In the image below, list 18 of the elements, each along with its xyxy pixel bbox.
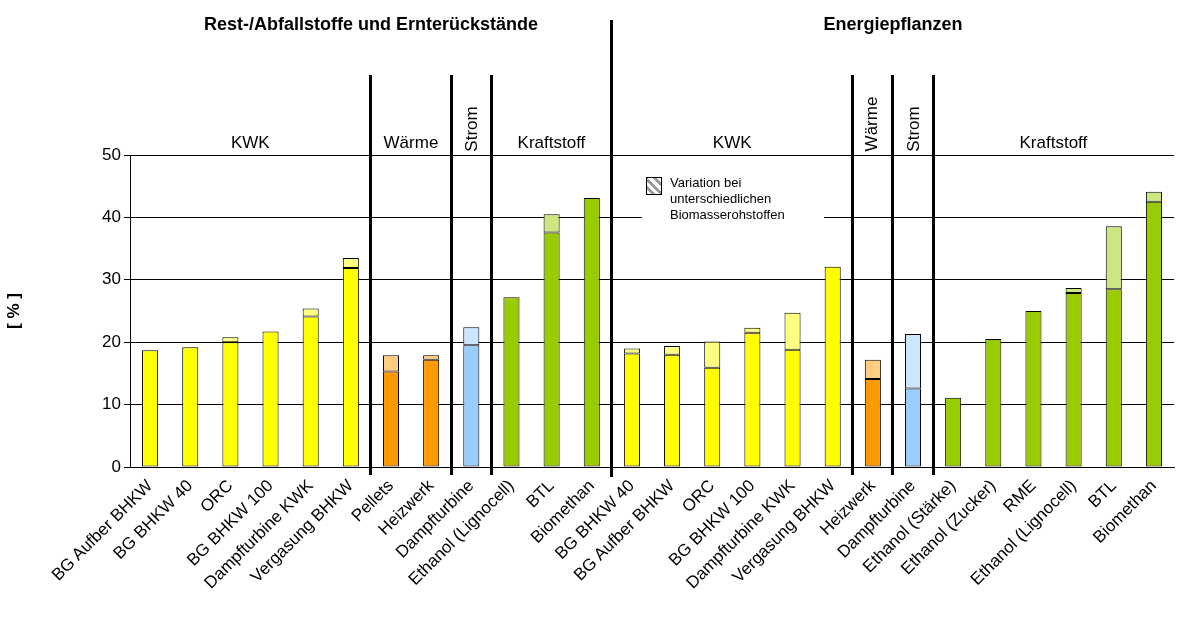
text: Kraftstoff bbox=[517, 133, 586, 153]
text: Energiepflanzen bbox=[823, 14, 963, 35]
text: KWK bbox=[712, 133, 752, 153]
y-tick-label: 0 bbox=[111, 456, 121, 476]
text: Strom bbox=[461, 105, 482, 152]
y-axis-title: [ % ] bbox=[3, 293, 23, 329]
y-tick-label: 10 bbox=[102, 394, 121, 414]
text: Rest-/Abfallstoffe und Ernterückstände bbox=[203, 14, 538, 35]
text: Kraftstoff bbox=[1019, 133, 1088, 153]
y-tick-label: 20 bbox=[102, 331, 121, 351]
y-tick-label: 40 bbox=[102, 207, 121, 227]
y-tick-label: 50 bbox=[102, 144, 121, 164]
text: Strom bbox=[903, 105, 924, 152]
text: Wärme bbox=[862, 96, 883, 151]
legend-label: Variation bei unterschiedlichen Biomasserohstoffen bbox=[670, 175, 786, 223]
y-tick-label: 30 bbox=[102, 269, 121, 289]
text: KWK bbox=[230, 133, 270, 153]
text: Wärme bbox=[383, 133, 439, 153]
